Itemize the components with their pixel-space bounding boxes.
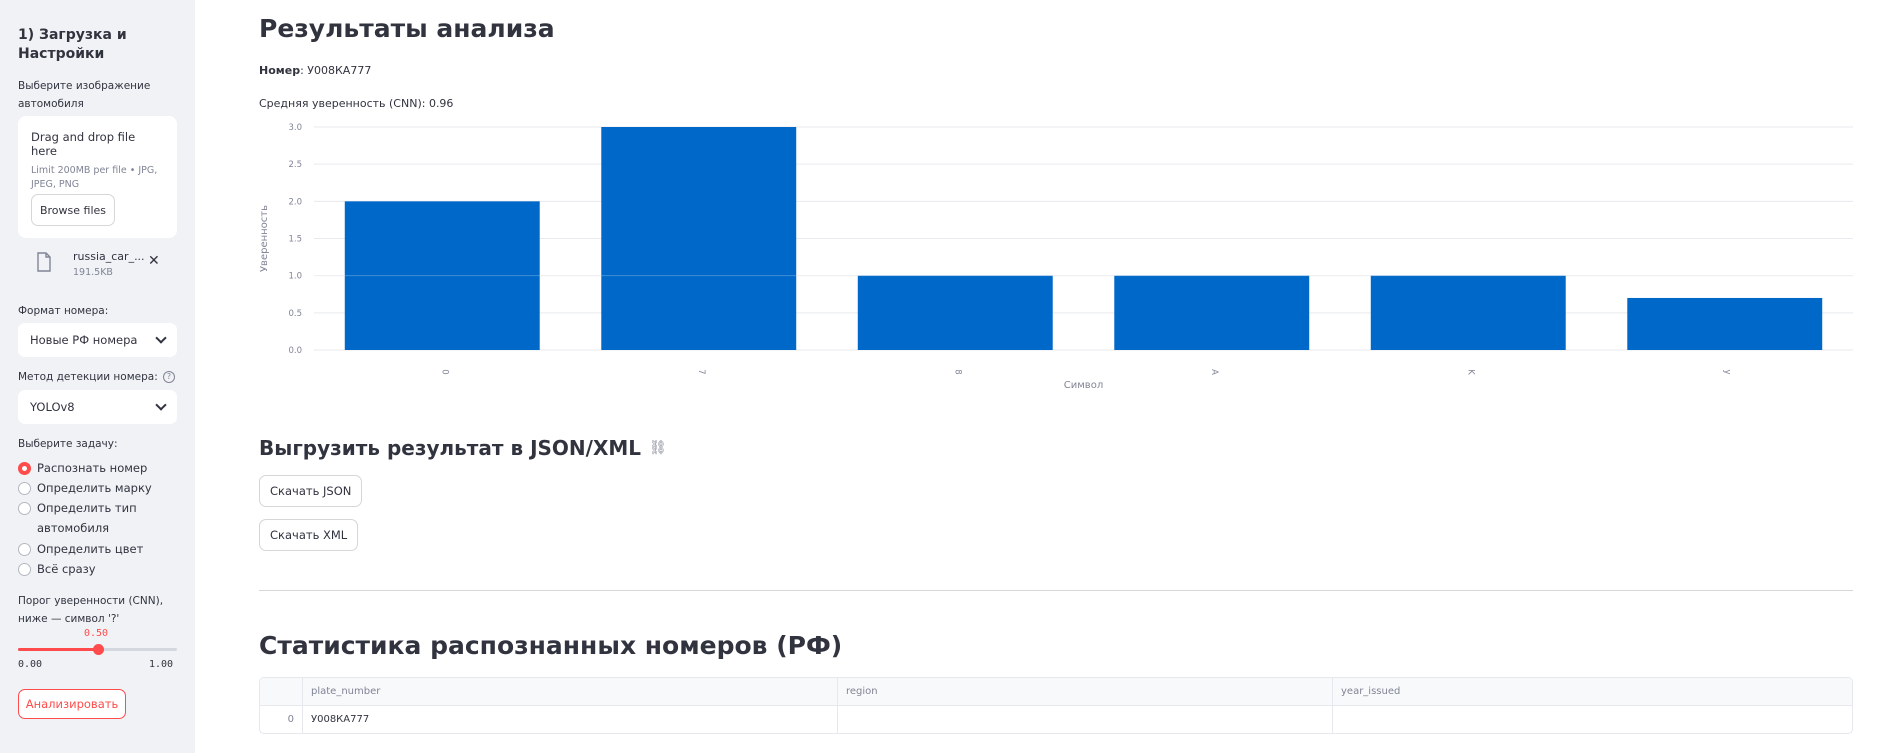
download-json-button[interactable]: Скачать JSON <box>259 475 363 507</box>
table-cell[interactable] <box>1333 706 1852 733</box>
radio-label: Определить марку <box>37 481 152 495</box>
x-tick-label: 7 <box>696 369 706 374</box>
stats-table[interactable]: plate_number region year_issued 0 У008КА… <box>259 677 1853 734</box>
format-select-value: Новые РФ номера <box>30 333 138 347</box>
y-tick-label: 1.0 <box>288 272 302 282</box>
table-cell[interactable]: У008КА777 <box>303 706 838 733</box>
analyze-button[interactable]: Анализировать <box>18 689 126 719</box>
radio-label: Всё сразу <box>37 562 96 576</box>
bar <box>1114 275 1310 350</box>
radio-button[interactable] <box>18 482 31 495</box>
table-row[interactable]: 0 У008КА777 <box>260 706 1852 733</box>
threshold-label: Порог уверенности (CNN), ниже — символ '… <box>18 595 164 625</box>
slider-thumb[interactable] <box>92 644 104 655</box>
y-tick-label: 2.5 <box>288 160 302 170</box>
column-header[interactable]: plate_number <box>303 678 838 706</box>
download-xml-button[interactable]: Скачать XML <box>259 519 359 551</box>
export-title: Выгрузить результат в JSON/XML ⛓ <box>259 436 667 460</box>
plate-value: : У008КА777 <box>300 64 372 77</box>
bar <box>601 127 797 350</box>
y-axis-label: Уверенность <box>259 205 270 272</box>
y-tick-label: 3.0 <box>288 123 302 133</box>
bar <box>857 275 1053 350</box>
radio-button[interactable] <box>18 502 31 515</box>
x-tick-label: y <box>1722 369 1732 374</box>
chevron-down-icon <box>155 332 167 344</box>
method-select[interactable]: YOLOv8 <box>18 390 177 424</box>
uploaded-file: russia_car_... 191.5KB ✕ <box>36 250 176 284</box>
link-icon[interactable]: ⛓ <box>649 440 667 456</box>
radio-button[interactable] <box>18 543 31 556</box>
help-icon[interactable]: ? <box>163 371 175 383</box>
export-title-text: Выгрузить результат в JSON/XML <box>259 436 642 460</box>
plate-key: Номер <box>259 64 301 77</box>
method-label: Метод детекции номера: <box>18 371 158 383</box>
divider <box>259 590 1853 591</box>
y-tick-label: 0.5 <box>288 309 302 319</box>
dropzone-limit: Limit 200MB per file • JPG, JPEG, PNG <box>31 165 158 190</box>
format-label: Формат номера: <box>18 305 109 317</box>
dropzone-text: Drag and drop file here <box>31 130 136 158</box>
close-icon[interactable]: ✕ <box>148 253 160 269</box>
table-header: plate_number region year_issued <box>260 678 1852 706</box>
sidebar-title: 1) Загрузка и Настройки <box>18 27 127 62</box>
table-cell[interactable] <box>838 706 1333 733</box>
slider-fill <box>18 648 98 651</box>
column-header[interactable]: year_issued <box>1341 686 1401 697</box>
x-tick-label: K <box>1465 369 1475 375</box>
plate-text: Номер: У008КА777 <box>259 64 371 77</box>
slider-value: 0.50 <box>84 628 109 639</box>
file-size: 191.5KB <box>73 267 113 278</box>
radio-label: Распознать номер <box>37 461 148 475</box>
file-name: russia_car_... <box>73 250 145 263</box>
page-title: Результаты анализа <box>259 14 555 43</box>
radio-label: Определить цвет <box>37 542 144 556</box>
confidence-text: Средняя уверенность (CNN): 0.96 <box>259 97 454 110</box>
column-header <box>260 678 303 706</box>
x-tick-label: A <box>1209 369 1219 375</box>
method-select-value: YOLOv8 <box>30 400 75 414</box>
column-header[interactable]: region <box>838 678 1333 706</box>
radio-button[interactable] <box>18 563 31 576</box>
x-tick-label: 8 <box>952 369 962 374</box>
upload-label: Выберите изображение автомобиля <box>18 80 151 110</box>
y-tick-label: 0.0 <box>288 346 302 356</box>
table-cell: 0 <box>260 706 303 733</box>
threshold-slider[interactable] <box>18 644 177 655</box>
slider-min: 0.00 <box>18 659 43 670</box>
stats-title: Статистика распознанных номеров (РФ) <box>259 631 843 660</box>
file-icon <box>37 252 51 272</box>
task-label: Выберите задачу: <box>18 438 118 450</box>
slider-max: 1.00 <box>149 659 174 670</box>
file-dropzone[interactable]: Drag and drop file here Limit 200MB per … <box>18 116 177 238</box>
y-tick-label: 2.0 <box>288 197 302 207</box>
y-tick-label: 1.5 <box>288 235 302 245</box>
chevron-down-icon <box>155 399 167 411</box>
x-axis-label: Символ <box>1064 380 1103 391</box>
radio-label: Определить тип автомобиля <box>37 501 137 535</box>
bar <box>1627 297 1823 350</box>
bar <box>344 201 540 350</box>
bar <box>1370 275 1566 350</box>
format-select[interactable]: Новые РФ номера <box>18 323 177 357</box>
x-tick-label: 0 <box>439 369 449 374</box>
radio-button[interactable] <box>18 462 31 475</box>
sidebar: 1) Загрузка и Настройки Выберите изображ… <box>0 0 195 753</box>
browse-files-button[interactable]: Browse files <box>31 194 115 226</box>
